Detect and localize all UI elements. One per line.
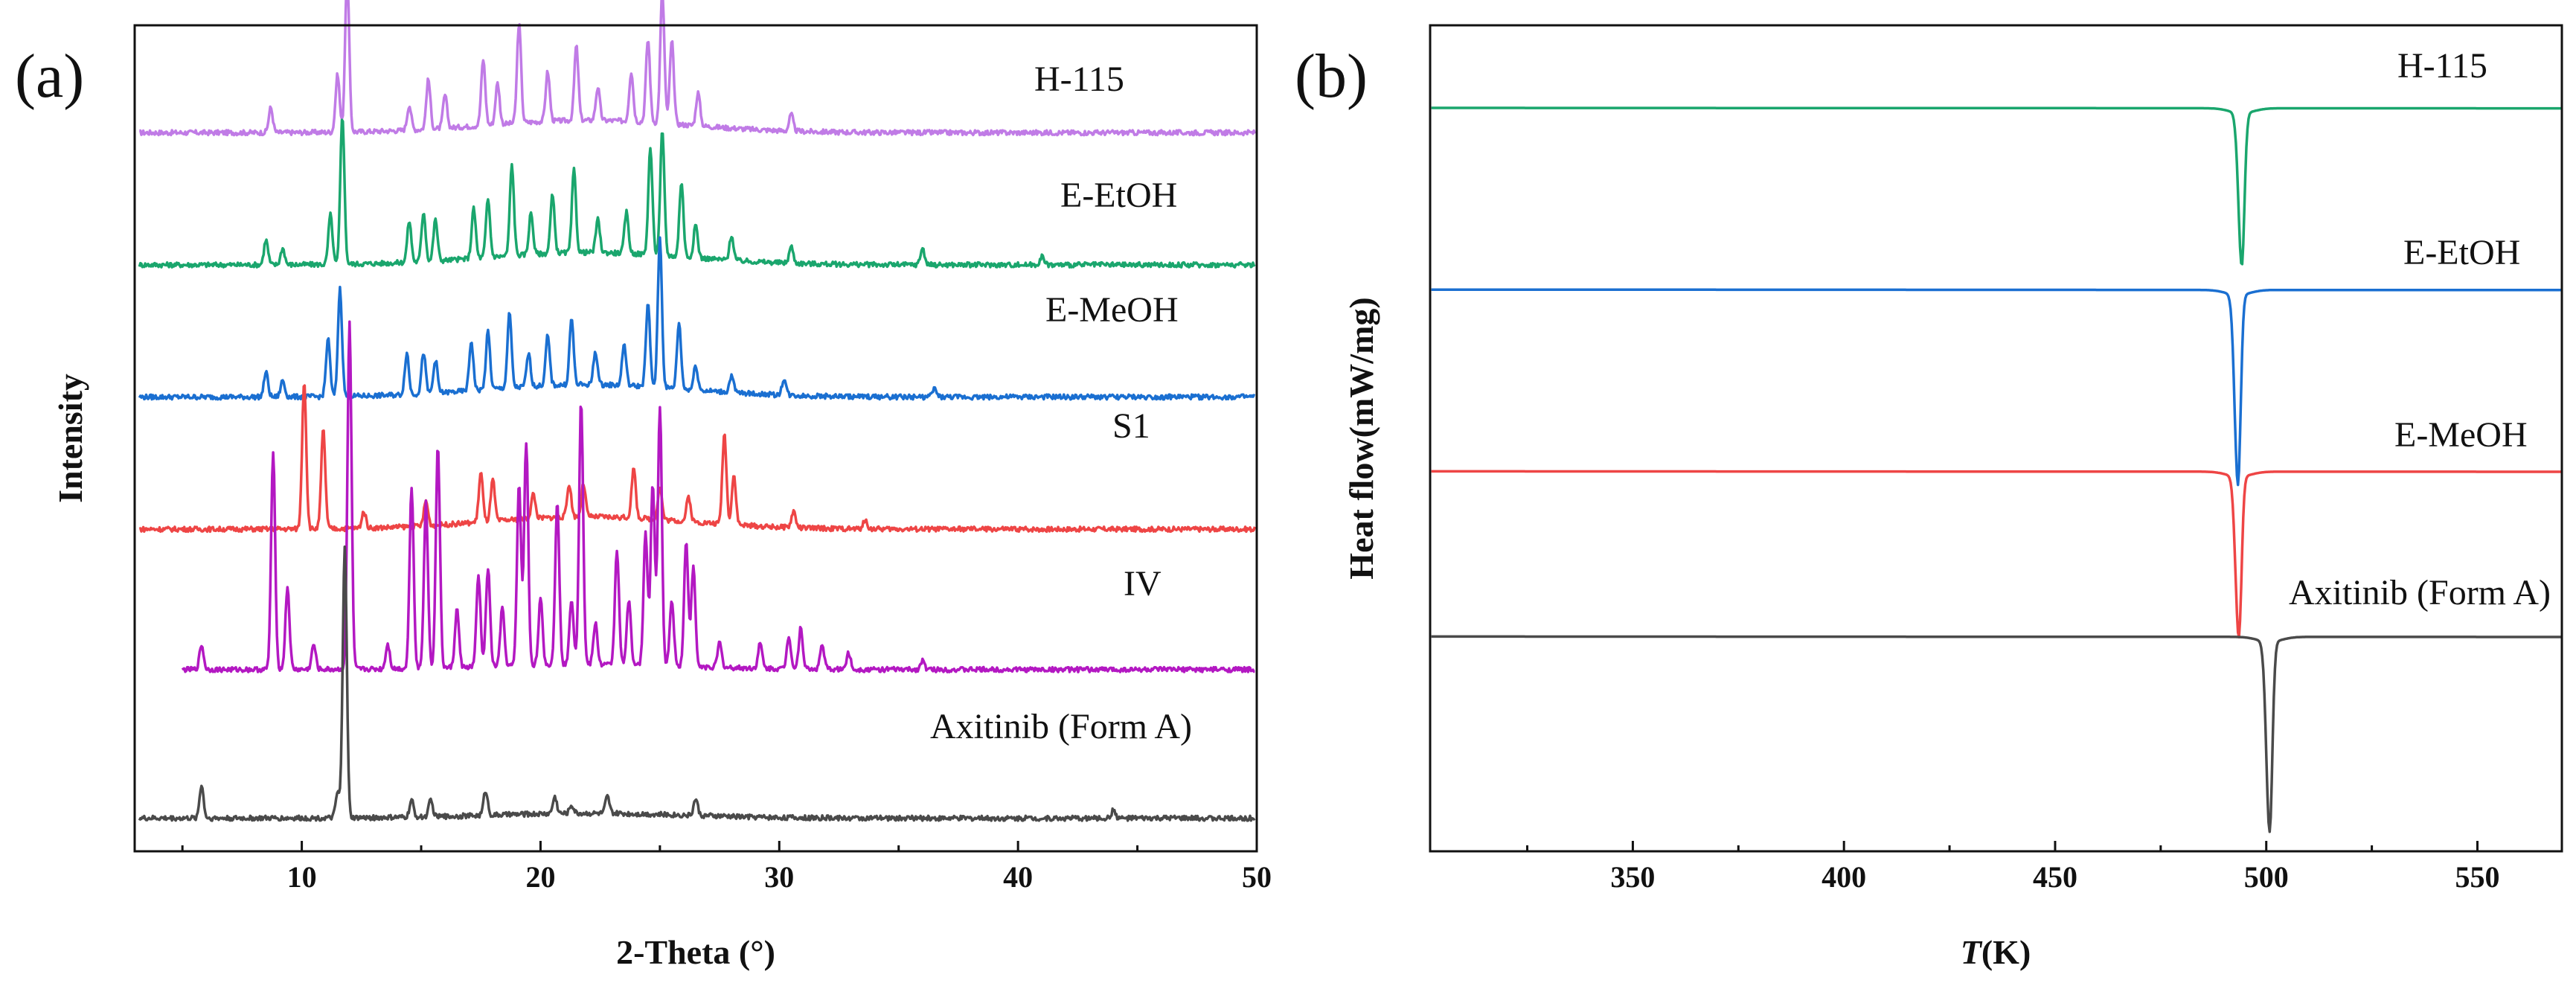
dsc-plot-frame bbox=[1429, 24, 2563, 853]
xrd-x-ticks: 10 20 30 40 50 bbox=[181, 841, 1272, 894]
dsc-series-e-etoh bbox=[1431, 288, 2562, 487]
dsc-y-axis-title: Heat flow(mW/mg) bbox=[1342, 297, 1380, 579]
xrd-tick-label-50: 50 bbox=[1242, 860, 1272, 894]
dsc-label-axitinib-form-a: Axitinib (Form A) bbox=[2289, 573, 2551, 612]
dsc-x-ticks: 350 400 450 500 550 bbox=[1526, 841, 2499, 894]
xrd-series-h-115 bbox=[138, 0, 1257, 137]
xrd-series-axitinib-form-a bbox=[138, 545, 1256, 822]
dsc-series-h-115 bbox=[1431, 106, 2562, 266]
dsc-series-labels: H-115 E-EtOH E-MeOH Axitinib (Form A) bbox=[2289, 46, 2551, 612]
dsc-label-e-meoh: E-MeOH bbox=[2394, 415, 2528, 455]
dsc-tick-label-550: 550 bbox=[2455, 860, 2499, 894]
dsc-label-h-115: H-115 bbox=[2397, 46, 2487, 86]
xrd-label-e-etoh: E-EtOH bbox=[1060, 176, 1177, 215]
xrd-label-s1: S1 bbox=[1112, 406, 1150, 446]
xrd-series-s1 bbox=[138, 384, 1257, 534]
dsc-traces bbox=[1431, 106, 2562, 833]
dsc-series-axitinib-form-a bbox=[1431, 635, 2562, 833]
dsc-x-axis-title-symbol: T bbox=[1961, 933, 1983, 971]
dsc-tick-label-350: 350 bbox=[1610, 860, 1655, 894]
xrd-y-axis-title: Intensity bbox=[51, 374, 89, 503]
dsc-panel: 350 400 450 500 550 H-115 E-EtOH E-MeOH Axitini… bbox=[1342, 24, 2563, 971]
panel-a-letter: (a) bbox=[15, 42, 84, 111]
xrd-label-h-115: H-115 bbox=[1034, 60, 1124, 99]
dsc-x-axis-title-unit: (K) bbox=[1981, 933, 2031, 971]
xrd-tick-label-20: 20 bbox=[525, 860, 555, 894]
panel-b-letter: (b) bbox=[1295, 42, 1368, 111]
xrd-panel: 10 20 30 40 50 H-115 E-EtOH E-MeOH S1 IV Axitinib… bbox=[51, 0, 1272, 971]
dsc-series-e-meoh bbox=[1431, 470, 2562, 639]
xrd-series-iv bbox=[181, 320, 1255, 673]
dsc-tick-label-450: 450 bbox=[2033, 860, 2077, 894]
dsc-label-e-etoh: E-EtOH bbox=[2403, 233, 2520, 272]
xrd-plot-frame bbox=[133, 24, 1258, 853]
xrd-tick-label-40: 40 bbox=[1003, 860, 1033, 894]
xrd-tick-label-10: 10 bbox=[287, 860, 317, 894]
xrd-series-e-etoh bbox=[138, 118, 1256, 269]
xrd-series-e-meoh bbox=[138, 236, 1256, 401]
dsc-tick-label-500: 500 bbox=[2244, 860, 2289, 894]
xrd-tick-label-30: 30 bbox=[764, 860, 794, 894]
dsc-x-axis-title: T(K) bbox=[1961, 933, 2031, 971]
xrd-label-e-meoh: E-MeOH bbox=[1045, 290, 1179, 330]
xrd-traces bbox=[138, 0, 1257, 822]
dsc-tick-label-400: 400 bbox=[1822, 860, 1866, 894]
xrd-label-iv: IV bbox=[1124, 564, 1162, 603]
xrd-label-axitinib-form-a: Axitinib (Form A) bbox=[930, 707, 1192, 746]
xrd-series-labels: H-115 E-EtOH E-MeOH S1 IV Axitinib (Form A) bbox=[930, 60, 1192, 746]
xrd-x-axis-title: 2-Theta (°) bbox=[616, 933, 775, 971]
